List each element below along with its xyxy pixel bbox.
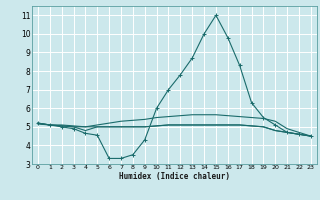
X-axis label: Humidex (Indice chaleur): Humidex (Indice chaleur) <box>119 172 230 181</box>
